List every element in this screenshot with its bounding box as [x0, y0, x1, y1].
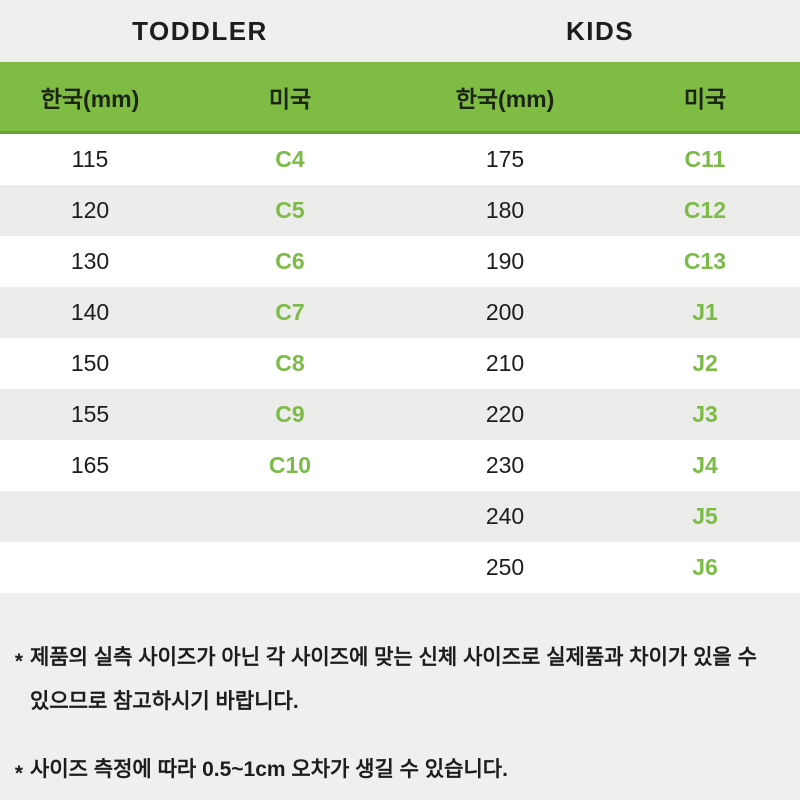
kids-kr-column-header: 한국(mm)	[455, 85, 555, 112]
kids-us-cell: J3	[692, 401, 718, 427]
asterisk-marker: *	[14, 762, 24, 785]
toddler-kr-column-header: 한국(mm)	[40, 85, 140, 112]
toddler-us-cell: C5	[275, 197, 305, 223]
footnote-text: 제품의 실측 사이즈가 아닌 각 사이즈에 맞는 신체 사이즈로 실제품과 차이…	[30, 646, 757, 713]
toddler-kr-cell: 115	[71, 146, 109, 172]
table-row: 140 C7 200 J1	[0, 287, 800, 338]
table-row: 240 J5	[0, 491, 800, 542]
kids-kr-cell: 230	[485, 452, 525, 478]
toddler-us-cell: C10	[268, 452, 312, 478]
asterisk-marker: *	[14, 650, 24, 673]
kids-us-cell: J1	[692, 299, 718, 325]
kids-kr-cell: 250	[485, 554, 525, 580]
footnote-text: 사이즈 측정에 따라 0.5~1cm 오차가 생길 수 있습니다.	[30, 758, 508, 781]
toddler-us-cell: C6	[275, 248, 305, 274]
toddler-kr-cell: 140	[70, 299, 110, 325]
kids-us-cell: J4	[692, 452, 718, 478]
kids-kr-cell: 175	[485, 146, 525, 172]
table-row: 120 C5 180 C12	[0, 185, 800, 236]
kids-kr-cell: 220	[485, 401, 525, 427]
table-row: 250 J6	[0, 542, 800, 593]
kids-us-cell: C11	[684, 146, 726, 172]
kids-us-cell: C13	[683, 248, 727, 274]
toddler-kr-cell: 150	[70, 350, 110, 376]
toddler-kr-cell: 130	[70, 248, 110, 274]
toddler-us-column-header: 미국	[268, 85, 312, 112]
table-row: 115 C4 175 C11	[0, 134, 800, 185]
table-row: 165 C10 230 J4	[0, 440, 800, 491]
column-header-band: 한국(mm) 미국 한국(mm) 미국	[0, 62, 800, 134]
toddler-kr-cell: 155	[70, 401, 110, 427]
toddler-us-cell: C8	[275, 350, 305, 376]
kids-kr-cell: 210	[485, 350, 525, 376]
kids-us-cell: J6	[692, 554, 718, 580]
toddler-us-cell: C9	[275, 401, 305, 427]
kids-us-cell: J2	[692, 350, 718, 376]
toddler-kr-cell: 165	[70, 452, 110, 478]
table-row: 130 C6 190 C13	[0, 236, 800, 287]
toddler-kr-cell: 120	[70, 197, 110, 223]
kids-kr-cell: 180	[485, 197, 525, 223]
size-table-rows: 115 C4 175 C11 120 C5 180 C12 130 C6 190 C13 140 C7 20…	[0, 134, 800, 593]
table-row: 150 C8 210 J2	[0, 338, 800, 389]
section-title-kids: KIDS	[565, 15, 635, 46]
toddler-us-cell: C7	[275, 299, 305, 325]
kids-kr-cell: 190	[485, 248, 525, 274]
footnotes: * 제품의 실측 사이즈가 아닌 각 사이즈에 맞는 신체 사이즈로 실제품과 …	[0, 593, 800, 792]
kids-kr-cell: 200	[485, 299, 525, 325]
section-titles: TODDLER KIDS	[0, 0, 800, 62]
kids-us-column-header: 미국	[683, 85, 727, 112]
toddler-us-cell: C4	[275, 146, 305, 172]
footnote-body-size: * 제품의 실측 사이즈가 아닌 각 사이즈에 맞는 신체 사이즈로 실제품과 …	[8, 636, 770, 724]
footnote-measure-tolerance: * 사이즈 측정에 따라 0.5~1cm 오차가 생길 수 있습니다.	[8, 748, 770, 792]
kids-kr-cell: 240	[485, 503, 525, 529]
table-row: 155 C9 220 J3	[0, 389, 800, 440]
kids-us-cell: J5	[692, 503, 718, 529]
kids-us-cell: C12	[683, 197, 727, 223]
section-title-toddler: TODDLER	[132, 15, 268, 46]
